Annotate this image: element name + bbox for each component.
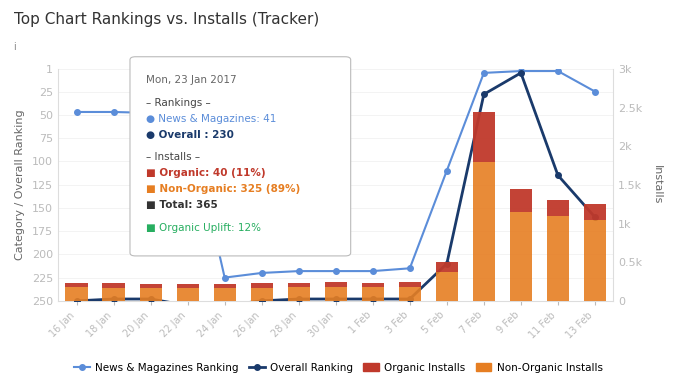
Text: Mon, 23 Jan 2017: Mon, 23 Jan 2017 [146,75,236,85]
News & Magazines Ranking [146,111,154,115]
Bar [288,287,310,301]
News & Magazines Ranking [221,275,229,280]
Bar [66,287,88,301]
Overall Ranking [294,297,303,301]
Overall Ranking [110,297,118,301]
Overall Ranking [480,92,488,96]
Bar [139,284,162,288]
Overall Ranking [517,71,525,75]
Text: ■ Organic: 40 (11%): ■ Organic: 40 (11%) [146,168,265,178]
Bar [547,200,569,216]
Overall Ranking [332,297,340,301]
Bar [362,287,384,301]
News & Magazines Ranking [554,69,562,73]
Text: i: i [14,42,16,52]
Bar [325,282,347,287]
Bar [399,287,421,301]
Text: – Installs –: – Installs – [146,152,200,163]
Bar [177,288,199,301]
Bar [510,212,532,301]
News & Magazines Ranking [406,266,414,271]
News & Magazines Ranking [443,168,451,173]
Bar [213,288,236,301]
Line: Overall Ranking: Overall Ranking [74,70,598,308]
Bar [139,288,162,301]
Bar [436,271,458,301]
Bar [510,189,532,212]
Bar [547,216,569,301]
Overall Ranking [221,303,229,308]
News & Magazines Ranking [110,110,118,114]
Overall Ranking [146,297,154,301]
Bar [102,283,125,288]
Bar [436,262,458,271]
Text: ■ Total: 365: ■ Total: 365 [146,200,217,210]
News & Magazines Ranking [72,110,81,114]
Bar [213,284,236,288]
News & Magazines Ranking [591,89,599,94]
Overall Ranking [554,173,562,178]
Overall Ranking [72,298,81,303]
Bar [66,283,88,287]
Bar [473,112,495,162]
News & Magazines Ranking [332,269,340,273]
Bar [584,204,606,220]
Text: ■ Organic Uplift: 12%: ■ Organic Uplift: 12% [146,223,261,233]
Overall Ranking [591,215,599,219]
Bar [250,283,273,288]
Overall Ranking [369,297,377,301]
Text: ● Overall : 230: ● Overall : 230 [146,130,234,140]
Y-axis label: Category / Overall Ranking: Category / Overall Ranking [15,110,25,260]
Text: Top Chart Rankings vs. Installs (Tracker): Top Chart Rankings vs. Installs (Tracker… [14,12,319,27]
Bar [584,220,606,301]
News & Magazines Ranking [369,269,377,273]
Legend: News & Magazines Ranking, Overall Ranking, Organic Installs, Non-Organic Install: News & Magazines Ranking, Overall Rankin… [70,359,607,377]
Overall Ranking [406,297,414,301]
Text: – Rankings –: – Rankings – [146,98,211,108]
Bar [102,288,125,301]
News & Magazines Ranking [517,69,525,73]
Bar [473,162,495,301]
Bar [250,288,273,301]
News & Magazines Ranking [294,269,303,273]
Bar [288,283,310,287]
News & Magazines Ranking [183,112,192,117]
Line: News & Magazines Ranking: News & Magazines Ranking [74,68,598,280]
Overall Ranking [183,303,192,308]
News & Magazines Ranking [480,71,488,75]
Text: ■ Non-Organic: 325 (89%): ■ Non-Organic: 325 (89%) [146,184,300,194]
Y-axis label: Installs: Installs [652,165,662,205]
Bar [362,283,384,287]
News & Magazines Ranking [258,271,266,275]
Overall Ranking [443,261,451,266]
Text: ● News & Magazines: 41: ● News & Magazines: 41 [146,114,276,124]
Overall Ranking [258,298,266,303]
Bar [399,282,421,287]
Bar [177,284,199,288]
Bar [325,287,347,301]
